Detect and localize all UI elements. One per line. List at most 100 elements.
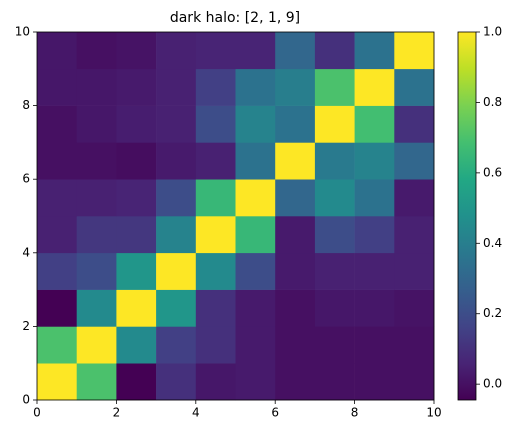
heat-cell	[195, 252, 236, 290]
heat-cell	[354, 179, 395, 217]
y-tick-label: 4	[22, 245, 30, 259]
heat-cell	[76, 179, 117, 217]
heat-cell	[314, 32, 355, 70]
y-tick-label: 10	[15, 25, 30, 39]
heat-cell	[116, 32, 157, 70]
heat-cell	[394, 142, 435, 180]
heat-cell	[235, 32, 276, 70]
heat-cell	[314, 216, 355, 254]
heat-cell	[394, 216, 435, 254]
heat-cell	[275, 142, 316, 180]
heat-cell	[235, 105, 276, 143]
heat-cell	[354, 68, 395, 106]
colorbar-tick-label: 0.8	[483, 95, 502, 109]
y-tick-label: 8	[22, 98, 30, 112]
heat-cell	[195, 179, 236, 217]
heat-cell	[235, 216, 276, 254]
heat-cell	[314, 105, 355, 143]
heat-cell	[76, 363, 117, 401]
heat-cell	[195, 363, 236, 401]
colorbar	[457, 31, 477, 401]
heat-cell	[156, 142, 197, 180]
heat-cell	[195, 68, 236, 106]
heat-cell	[195, 326, 236, 364]
heat-cell	[195, 105, 236, 143]
heat-cell	[156, 289, 197, 327]
heat-cell	[354, 105, 395, 143]
heat-cell	[235, 252, 276, 290]
heat-cell	[394, 68, 435, 106]
heat-cell	[156, 363, 197, 401]
heat-cell	[354, 32, 395, 70]
heat-cell	[116, 105, 157, 143]
heat-cell	[76, 326, 117, 364]
heat-cell	[156, 326, 197, 364]
heat-cell	[394, 179, 435, 217]
heat-cell	[195, 142, 236, 180]
heat-cell	[76, 252, 117, 290]
heat-cell	[314, 289, 355, 327]
x-tick-label: 2	[113, 406, 121, 420]
heat-cell	[394, 363, 435, 401]
heat-cell	[76, 68, 117, 106]
heat-cell	[37, 289, 77, 327]
heat-cell	[156, 32, 197, 70]
heat-cell	[275, 105, 316, 143]
heat-cell	[314, 252, 355, 290]
heat-cell	[235, 179, 276, 217]
heat-cell	[235, 142, 276, 180]
heat-cell	[235, 363, 276, 401]
colorbar-tick-label: 0.6	[483, 165, 502, 179]
heat-cell	[275, 32, 316, 70]
heat-cell	[76, 216, 117, 254]
y-tick-label: 2	[22, 319, 30, 333]
heat-cell	[116, 216, 157, 254]
heat-cell	[116, 179, 157, 217]
heat-cell	[116, 326, 157, 364]
heat-cell	[275, 68, 316, 106]
heat-cell	[394, 105, 435, 143]
heat-cell	[394, 32, 435, 70]
heat-cell	[354, 326, 395, 364]
x-tick-label: 8	[351, 406, 359, 420]
heat-cell	[314, 363, 355, 401]
heat-cell	[314, 179, 355, 217]
plot-frame	[36, 31, 435, 401]
y-tick-label: 0	[22, 393, 30, 407]
x-tick-label: 6	[271, 406, 279, 420]
heat-cell	[37, 68, 77, 106]
heat-cell	[116, 289, 157, 327]
heat-cell	[275, 252, 316, 290]
heat-cell	[156, 179, 197, 217]
heat-cell	[116, 68, 157, 106]
colorbar-tick-label: 0.4	[483, 236, 502, 250]
heat-cell	[314, 142, 355, 180]
heat-cell	[354, 289, 395, 327]
heat-cell	[156, 68, 197, 106]
heat-cell	[37, 216, 77, 254]
x-tick-label: 10	[426, 406, 441, 420]
heat-cell	[156, 105, 197, 143]
heat-cell	[37, 142, 77, 180]
heat-cell	[275, 363, 316, 401]
heat-cell	[275, 179, 316, 217]
colorbar-tick-label: 0.0	[483, 377, 502, 391]
y-tick-label: 6	[22, 172, 30, 186]
heat-cell	[76, 289, 117, 327]
heat-cell	[394, 289, 435, 327]
heat-cell	[235, 68, 276, 106]
heat-cell	[394, 252, 435, 290]
heat-cell	[275, 289, 316, 327]
heat-cell	[314, 68, 355, 106]
heat-cell	[354, 363, 395, 401]
heat-cell	[37, 105, 77, 143]
heat-cell	[116, 142, 157, 180]
heat-cell	[116, 252, 157, 290]
heat-cell	[37, 179, 77, 217]
heat-cell	[394, 326, 435, 364]
heat-cell	[354, 216, 395, 254]
heat-cell	[195, 289, 236, 327]
heat-cell	[354, 142, 395, 180]
heat-cell	[76, 32, 117, 70]
